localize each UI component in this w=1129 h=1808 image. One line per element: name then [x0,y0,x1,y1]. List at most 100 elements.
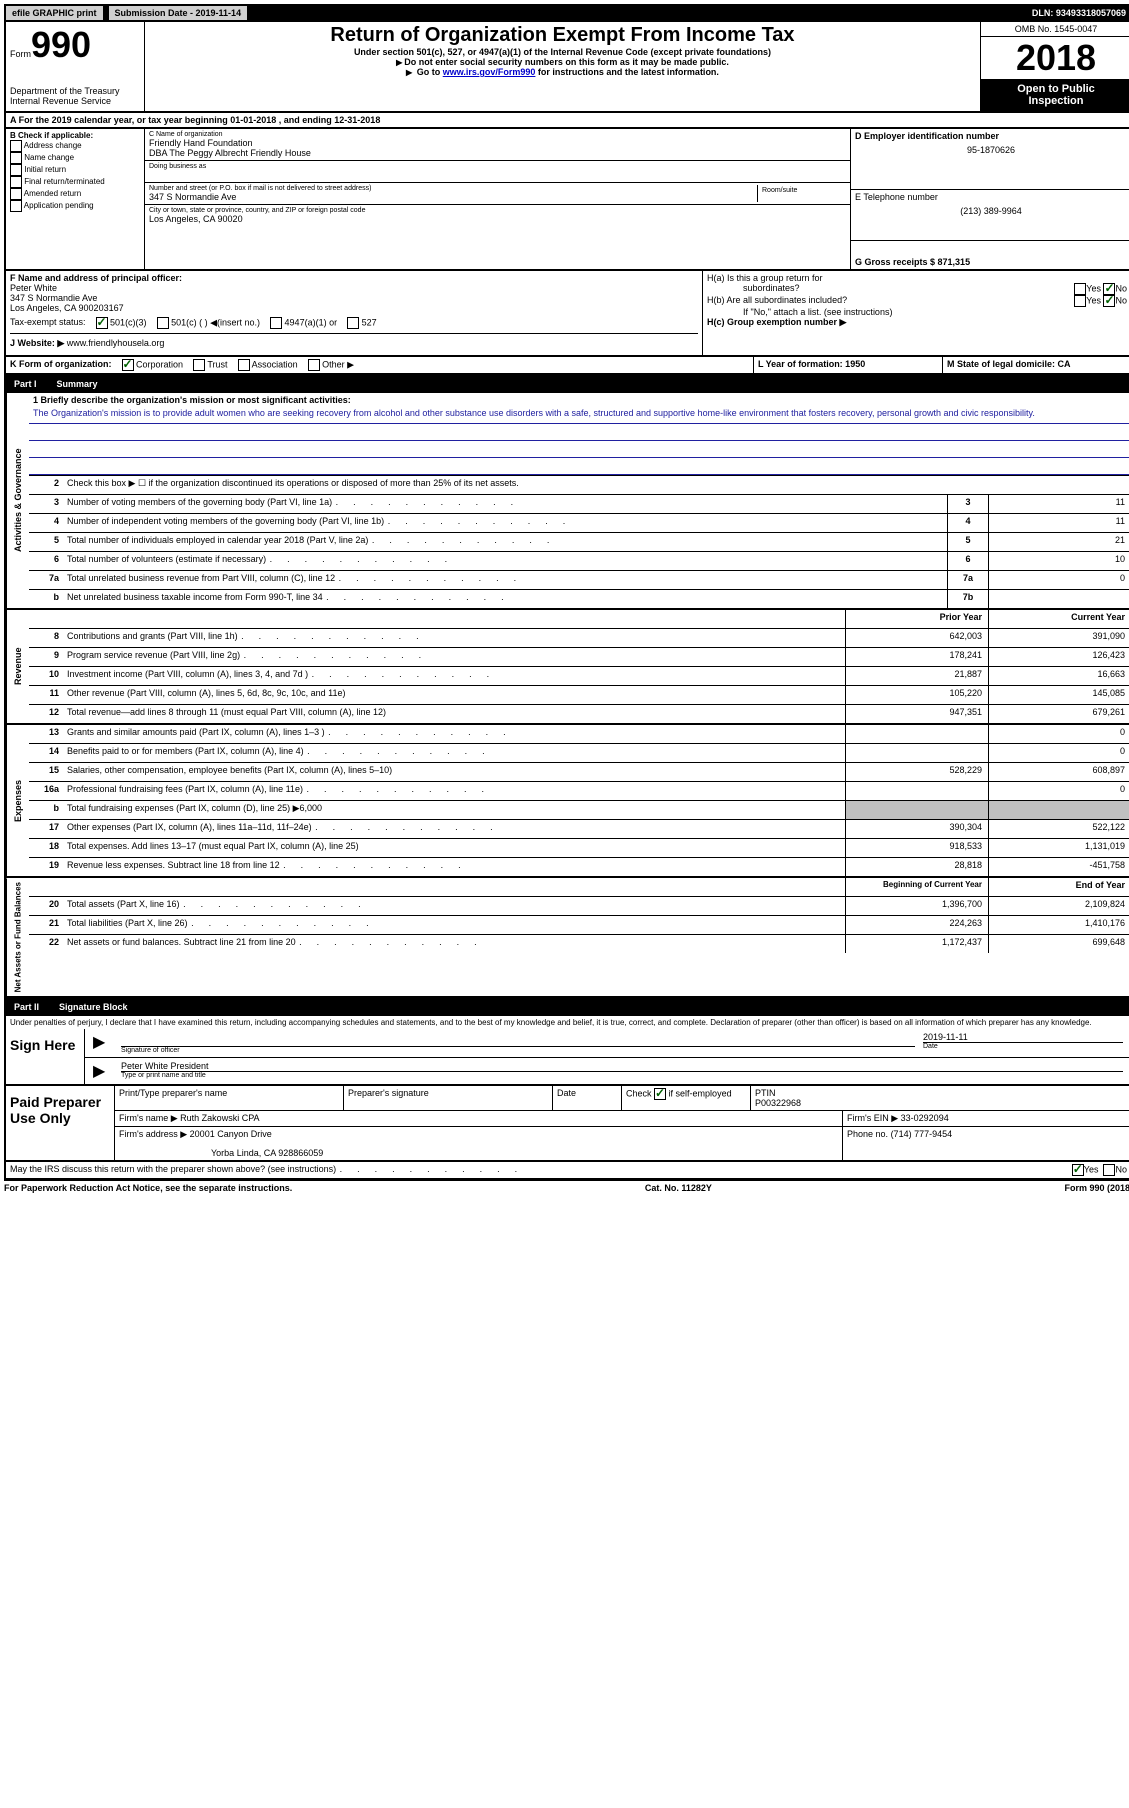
discuss-no[interactable]: No [1103,1164,1127,1176]
officer-addr2: Los Angeles, CA 900203167 [10,303,698,313]
hb-no[interactable] [1103,295,1115,307]
line-6-desc: Total number of volunteers (estimate if … [63,552,947,570]
paid-preparer-section: Paid Preparer Use Only Print/Type prepar… [4,1086,1129,1162]
check-501c[interactable]: 501(c) ( ) ◀(insert no.) [157,317,260,329]
ptin-cell: PTINP00322968 [751,1086,1129,1110]
line-21-desc: Total liabilities (Part X, line 26) [63,916,845,934]
officer-signature-field[interactable] [121,1032,915,1047]
check-527[interactable]: 527 [347,317,377,329]
line-7b-box: 7b [947,590,988,608]
column-c-org-info: C Name of organization Friendly Hand Fou… [145,129,850,269]
line-5-val: 21 [988,533,1129,551]
phone-label: E Telephone number [855,192,1127,202]
irs-form990-link[interactable]: www.irs.gov/Form990 [443,67,536,77]
website-value: www.friendlyhousela.org [67,338,165,348]
line-17-desc: Other expenses (Part IX, column (A), lin… [63,820,845,838]
ha-sub: subordinates? [707,283,800,295]
line-19-prior: 28,818 [845,858,988,876]
line-16a-curr: 0 [988,782,1129,800]
line-20-desc: Total assets (Part X, line 16) [63,897,845,915]
check-501c3[interactable]: 501(c)(3) [96,317,147,329]
dept-treasury-label: Department of the Treasury [10,86,140,96]
discuss-yes[interactable]: Yes [1072,1164,1099,1176]
check-other[interactable]: Other ▶ [308,359,354,371]
check-corporation[interactable]: Corporation [122,359,184,371]
hb-label: H(b) Are all subordinates included? [707,295,847,307]
column-b-checkboxes: B Check if applicable: Address change Na… [6,129,145,269]
submission-date-button[interactable]: Submission Date - 2019-11-14 [108,5,249,21]
line-14-prior [845,744,988,762]
form-ref: Form 990 (2018) [1064,1183,1129,1193]
line-10-curr: 16,663 [988,667,1129,685]
page-footer: For Paperwork Reduction Act Notice, see … [4,1180,1129,1195]
paid-preparer-label: Paid Preparer Use Only [6,1086,115,1160]
check-4947[interactable]: 4947(a)(1) or [270,317,337,329]
line-2: Check this box ▶ ☐ if the organization d… [63,476,1129,494]
sign-here-section: Sign Here ▶ Signature of officer 2019-11… [4,1029,1129,1086]
dln-label: DLN: 93493318057069 [1026,6,1129,20]
ha-yes[interactable] [1074,283,1086,295]
sidebar-governance: Activities & Governance [6,393,29,608]
line-17-curr: 522,122 [988,820,1129,838]
firm-phone-cell: Phone no. (714) 777-9454 [843,1127,1129,1160]
cat-no: Cat. No. 11282Y [292,1183,1064,1193]
check-final-return[interactable]: Final return/terminated [10,176,140,188]
line-3-desc: Number of voting members of the governin… [63,495,947,513]
ha-label: H(a) Is this a group return for [707,273,823,283]
line-3-val: 11 [988,495,1129,513]
website-note: Go to www.irs.gov/Form990 for instructio… [149,67,976,77]
row-f-h: F Name and address of principal officer:… [4,271,1129,357]
officer-sig-label: Signature of officer [121,1047,915,1054]
ein-label: D Employer identification number [855,131,1127,141]
part1-expenses: Expenses 13Grants and similar amounts pa… [4,725,1129,878]
line-21-prior: 224,263 [845,916,988,934]
line-6-box: 6 [947,552,988,570]
line-9-prior: 178,241 [845,648,988,666]
mission-box: 1 Briefly describe the organization's mi… [29,393,1129,476]
phone-value: (213) 389-9964 [855,206,1127,216]
preparer-date-header: Date [553,1086,622,1110]
check-association[interactable]: Association [238,359,298,371]
row-k-label: K Form of organization: [10,359,112,371]
hb-yes[interactable] [1074,295,1086,307]
line-10-prior: 21,887 [845,667,988,685]
check-trust[interactable]: Trust [193,359,228,371]
sign-here-label: Sign Here [6,1029,85,1084]
check-application-pending[interactable]: Application pending [10,200,140,212]
check-name-change[interactable]: Name change [10,152,140,164]
line-16b-desc: Total fundraising expenses (Part IX, col… [63,801,845,819]
line-7a-desc: Total unrelated business revenue from Pa… [63,571,947,589]
mission-text: The Organization's mission is to provide… [29,407,1129,424]
prior-year-header: Prior Year [845,610,988,628]
line-14-curr: 0 [988,744,1129,762]
gross-receipts: G Gross receipts $ 871,315 [855,257,970,267]
top-bar: efile GRAPHIC print Submission Date - 20… [4,4,1129,22]
check-initial-return[interactable]: Initial return [10,164,140,176]
street-label: Number and street (or P.O. box if mail i… [149,185,757,192]
line-14-desc: Benefits paid to or for members (Part IX… [63,744,845,762]
line-22-desc: Net assets or fund balances. Subtract li… [63,935,845,953]
check-address-change[interactable]: Address change [10,140,140,152]
info-grid: B Check if applicable: Address change Na… [4,129,1129,271]
self-employed-check[interactable]: Check if self-employed [622,1086,751,1110]
discuss-row: May the IRS discuss this return with the… [4,1162,1129,1180]
line-15-prior: 528,229 [845,763,988,781]
hc-label: H(c) Group exemption number ▶ [707,317,1127,328]
part-1-header: Part I Summary [4,375,1129,393]
col-b-title: B Check if applicable: [10,131,140,140]
sig-date-value: 2019-11-11 [923,1032,1123,1043]
paperwork-notice: For Paperwork Reduction Act Notice, see … [4,1183,292,1193]
officer-print-label: Type or print name and title [121,1072,1123,1079]
line-5-box: 5 [947,533,988,551]
part-2-header: Part II Signature Block [4,998,1129,1016]
line-16a-prior [845,782,988,800]
discuss-text: May the IRS discuss this return with the… [10,1164,1072,1176]
efile-graphic-print-button[interactable]: efile GRAPHIC print [5,5,104,21]
check-amended-return[interactable]: Amended return [10,188,140,200]
beg-year-header: Beginning of Current Year [845,878,988,896]
line-12-desc: Total revenue—add lines 8 through 11 (mu… [63,705,845,723]
line-4-val: 11 [988,514,1129,532]
sig-date-label: Date [923,1043,1123,1050]
line-11-prior: 105,220 [845,686,988,704]
line-18-desc: Total expenses. Add lines 13–17 (must eq… [63,839,845,857]
